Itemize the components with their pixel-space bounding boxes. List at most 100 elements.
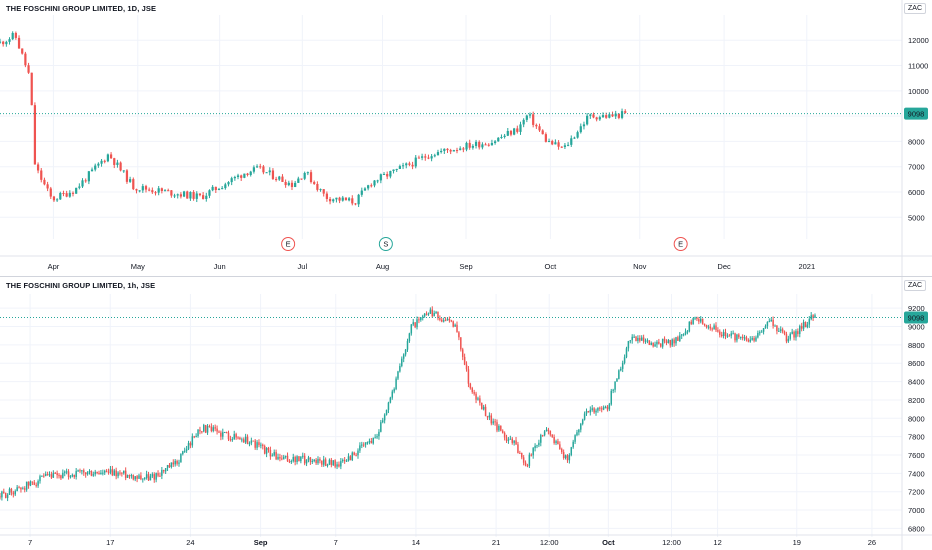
candle-body xyxy=(265,447,268,454)
candle-body xyxy=(2,41,5,45)
candle-body xyxy=(364,442,367,445)
daily-chart-panel[interactable]: 12000110001000090008000700060005000AprMa… xyxy=(0,0,932,276)
candle-body xyxy=(671,339,673,346)
candle-body xyxy=(791,331,793,334)
candle-body xyxy=(414,322,416,328)
candle-body xyxy=(4,492,7,498)
x-tick-label: 7 xyxy=(334,538,338,547)
candle-body xyxy=(142,478,144,480)
candle-body xyxy=(214,186,217,190)
y-tick-label: 9200 xyxy=(908,304,925,313)
candle-body xyxy=(800,326,803,329)
candle-body xyxy=(589,114,592,116)
candle-body xyxy=(195,436,197,438)
candle-body xyxy=(205,195,208,199)
candle-body xyxy=(420,317,422,320)
candle-body xyxy=(260,444,262,446)
x-tick-label: 21 xyxy=(492,538,500,547)
candle-body xyxy=(544,134,547,142)
candle-body xyxy=(105,470,108,472)
candle-body xyxy=(642,337,645,342)
hourly-currency-button[interactable]: ZAC xyxy=(904,280,926,291)
candle-body xyxy=(193,436,195,438)
candle-body xyxy=(799,326,801,334)
candle-body xyxy=(300,456,302,462)
candle-body xyxy=(367,185,370,189)
candle-body xyxy=(376,180,379,182)
candle-body xyxy=(658,341,660,344)
candle-body xyxy=(148,189,151,191)
candle-body xyxy=(84,472,87,475)
candle-body xyxy=(441,319,443,322)
candle-body xyxy=(241,439,243,441)
candle-body xyxy=(471,388,473,393)
candle-body xyxy=(281,176,284,182)
hourly-chart-canvas[interactable]: 9200 9000 8800 8600 8400 8200 8000 7800 7600 7400… xyxy=(0,277,932,550)
candle-body xyxy=(402,354,405,359)
candle-body xyxy=(315,459,317,464)
candle-body xyxy=(252,440,255,442)
candle-body xyxy=(646,340,649,342)
candle-body xyxy=(408,333,411,342)
candle-body xyxy=(481,144,484,148)
candle-body xyxy=(629,340,632,342)
candle-body xyxy=(631,336,633,341)
x-tick-label: Aug xyxy=(376,262,389,271)
event-marker xyxy=(378,237,393,251)
candle-body xyxy=(768,321,771,323)
candle-body xyxy=(547,429,550,431)
candle-body xyxy=(279,457,281,459)
pane-divider[interactable] xyxy=(0,276,932,277)
x-tick-label: 12:00 xyxy=(540,538,559,547)
candle-body xyxy=(357,194,360,205)
candle-body xyxy=(347,456,350,461)
candle-body xyxy=(208,190,211,196)
candle-body xyxy=(425,313,428,315)
candle-body xyxy=(178,462,180,464)
hourly-chart-panel[interactable]: 9200 9000 8800 8600 8400 8200 8000 7800 7600 7400… xyxy=(0,277,932,550)
daily-chart-canvas[interactable]: 12000110001000090008000700060005000AprMa… xyxy=(0,0,932,276)
candle-body xyxy=(386,174,389,177)
candle-body xyxy=(442,320,445,322)
candle-body xyxy=(703,323,706,325)
candle-body xyxy=(516,128,519,132)
candle-body xyxy=(639,337,641,341)
daily-currency-button[interactable]: ZAC xyxy=(904,3,926,14)
candle-body xyxy=(505,437,508,441)
candle-body xyxy=(351,198,354,204)
candle-body xyxy=(281,458,283,460)
candle-body xyxy=(620,368,622,371)
candle-body xyxy=(176,194,179,196)
candle-body xyxy=(592,114,595,118)
candle-body xyxy=(159,475,161,477)
candle-body xyxy=(560,449,563,453)
candle-body xyxy=(290,182,294,188)
candle-body xyxy=(380,422,382,432)
candle-body xyxy=(41,475,43,477)
candle-body xyxy=(462,148,465,150)
candle-body xyxy=(774,325,776,327)
candle-body xyxy=(686,331,689,333)
candle-body xyxy=(115,470,117,477)
candle-body xyxy=(151,190,154,193)
candle-body xyxy=(313,459,315,461)
candle-body xyxy=(423,313,426,317)
candle-body xyxy=(484,406,487,417)
candle-body xyxy=(543,431,546,436)
candle-body xyxy=(157,473,159,476)
candle-body xyxy=(637,337,639,341)
candle-body xyxy=(393,389,395,392)
candle-body xyxy=(332,199,335,202)
candle-body xyxy=(240,175,243,178)
candle-body xyxy=(494,421,496,423)
candle-body xyxy=(58,475,60,477)
candle-body xyxy=(328,459,331,465)
candle-body xyxy=(538,442,540,446)
candle-body xyxy=(482,406,485,410)
candle-body xyxy=(134,476,136,480)
candle-body xyxy=(488,415,491,418)
candle-body xyxy=(675,337,677,344)
candle-body xyxy=(246,173,249,175)
candle-body xyxy=(614,381,616,390)
candle-body xyxy=(435,312,437,314)
